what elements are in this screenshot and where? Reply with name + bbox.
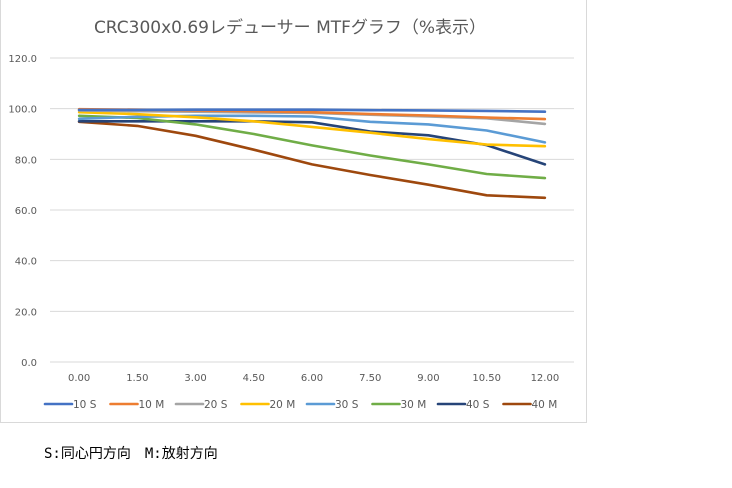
series-line-40-m: [77, 120, 547, 200]
x-axis: 0.00 1.50 3.00 4.50 6.00 7.50 9.00 10.50 12.00: [68, 373, 559, 384]
x-tick-label: 0.00: [68, 373, 90, 384]
x-tick-label: 7.50: [359, 373, 381, 384]
legend-label: 20 S: [204, 399, 228, 411]
series-line-30-m: [77, 114, 547, 180]
series-line-10-s: [77, 108, 547, 113]
legend-label: 10 S: [73, 399, 97, 411]
series-line-20-m: [77, 110, 547, 148]
x-tick-label: 9.00: [417, 373, 439, 384]
legend-label: 30 S: [335, 399, 359, 411]
x-tick-label: 3.00: [184, 373, 206, 384]
y-tick-label: 60.0: [15, 206, 37, 217]
chart-title: CRC300x0.69レデューサー MTFグラフ（%表示）: [94, 17, 486, 38]
axis-direction-note: S:同心円方向 M:放射方向: [44, 446, 218, 462]
legend-item: 40 M: [502, 399, 558, 411]
y-tick-label: 100.0: [8, 105, 37, 116]
legend-item: 10 M: [109, 399, 165, 411]
x-tick-label: 1.50: [126, 373, 148, 384]
x-tick-label: 6.00: [301, 373, 323, 384]
grid-lines: [50, 57, 574, 363]
legend-item: 30 S: [305, 399, 359, 411]
legend-item: 30 M: [371, 399, 427, 411]
legend: 10 S 10 M 20 S 20 M 30 S 30 M 40 S 40 M: [43, 399, 558, 411]
legend-item: 40 S: [436, 399, 490, 411]
legend-label: 20 M: [270, 399, 296, 411]
y-axis: 0.0 20.0 40.0 60.0 80.0 100.0 120.0: [8, 54, 37, 369]
x-tick-label: 12.00: [531, 373, 560, 384]
legend-label: 40 M: [532, 399, 558, 411]
y-tick-label: 120.0: [8, 54, 37, 65]
y-tick-label: 20.0: [15, 307, 37, 318]
chart-frame: [0, 0, 587, 423]
legend-label: 30 M: [401, 399, 427, 411]
y-tick-label: 0.0: [21, 358, 37, 369]
x-tick-label: 4.50: [243, 373, 265, 384]
x-tick-label: 10.50: [472, 373, 501, 384]
legend-item: 20 S: [174, 399, 228, 411]
legend-item: 10 S: [43, 399, 97, 411]
legend-item: 20 M: [240, 399, 296, 411]
legend-label: 10 M: [139, 399, 165, 411]
y-tick-label: 40.0: [15, 257, 37, 268]
series-lines: [77, 107, 547, 200]
legend-label: 40 S: [466, 399, 490, 411]
y-tick-label: 80.0: [15, 155, 37, 166]
